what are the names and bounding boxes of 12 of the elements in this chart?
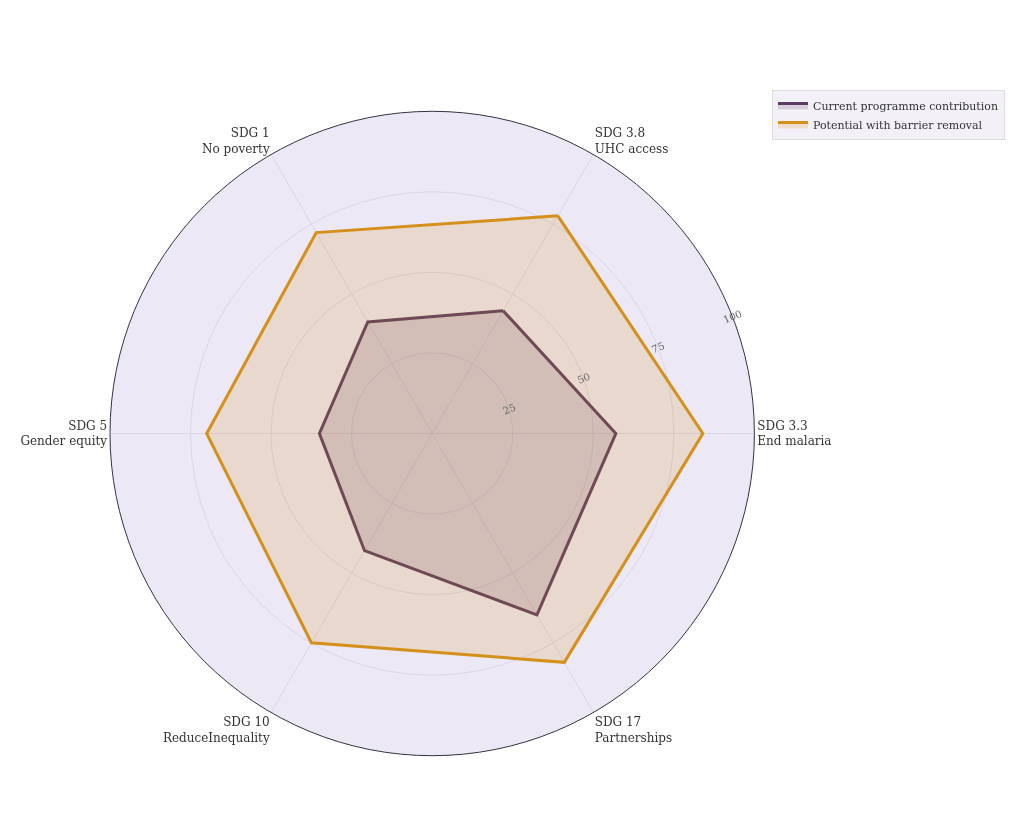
y-tick-label: 75 [650,339,667,356]
legend-label: Potential with barrier removal [813,118,983,132]
spoke-label: SDG 5 Gender equity [20,418,108,449]
y-tick-label: 100 [721,307,744,326]
y-tick-label: 50 [575,370,592,386]
legend-label: Current programme contribution [813,99,999,113]
spoke-label: SDG 10 ReduceInequality [162,715,270,746]
spoke-label: SDG 17 Partnerships [594,715,673,746]
spoke-label: SDG 3.3 End malaria [757,418,832,449]
spoke-label: SDG 1 No poverty [201,126,270,157]
y-tick-label: 25 [501,401,518,417]
spoke-label: SDG 3.8 UHC access [594,126,669,157]
